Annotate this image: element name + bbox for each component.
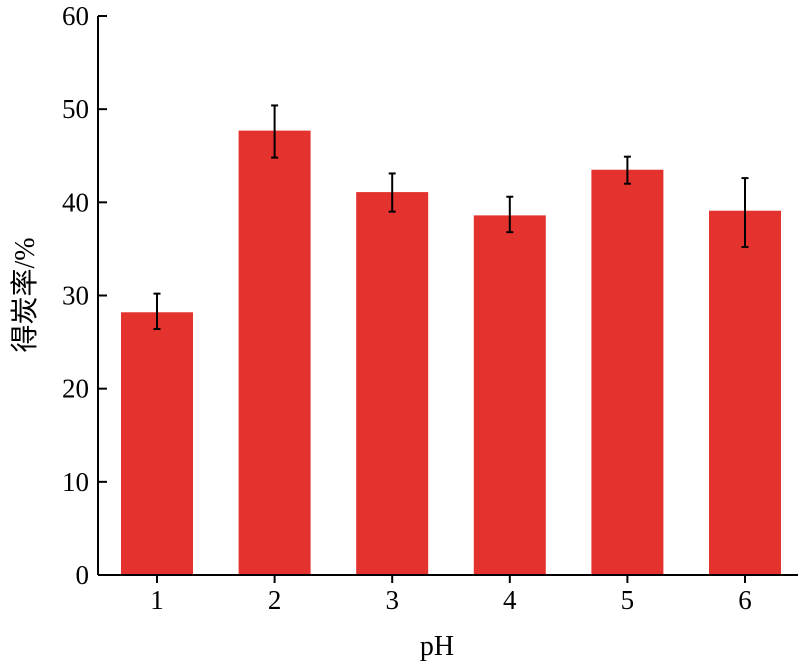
bars-layer (121, 130, 781, 576)
y-tick-label: 0 (76, 560, 90, 590)
bar (473, 215, 546, 576)
y-tick-label: 50 (62, 94, 89, 124)
error-bars-layer (153, 104, 749, 331)
x-tick-label: 4 (503, 585, 517, 615)
bar (238, 130, 311, 575)
y-tick-label: 60 (62, 1, 89, 31)
y-tick-label: 40 (62, 187, 89, 217)
error-bar (153, 292, 161, 331)
x-tick-label: 2 (268, 585, 282, 615)
y-tick-label: 10 (62, 467, 89, 497)
y-axis-title: 得炭率/% (9, 237, 41, 352)
bar (121, 312, 193, 575)
x-axis-title: pH (420, 631, 454, 662)
bar (356, 192, 429, 575)
error-bar (623, 155, 631, 185)
error-bar (388, 172, 396, 213)
x-tick-label: 1 (150, 585, 164, 615)
y-tick-label: 30 (62, 281, 89, 311)
bar (591, 169, 664, 575)
x-tick-label: 6 (738, 585, 752, 615)
x-tick-label: 3 (385, 585, 399, 615)
axes-layer (97, 16, 798, 576)
x-ticks-layer: 1 2 3 4 5 6 (150, 575, 752, 615)
error-bar (741, 177, 749, 249)
error-bar (271, 104, 279, 159)
bar (709, 210, 781, 576)
error-bar (506, 195, 514, 234)
x-tick-label: 5 (621, 585, 635, 615)
y-ticks-layer: 0 10 20 30 40 50 60 (62, 1, 107, 590)
y-tick-label: 20 (62, 374, 89, 404)
